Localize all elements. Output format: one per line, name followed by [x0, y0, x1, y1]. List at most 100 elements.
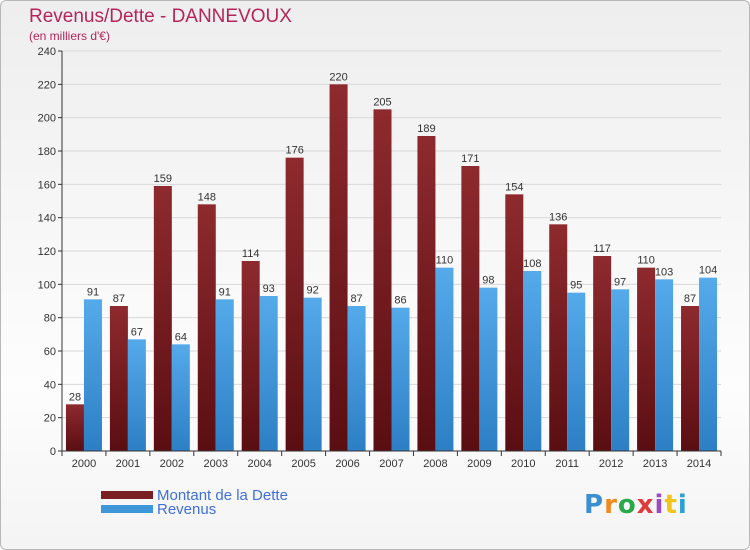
y-tick-label: 0	[50, 446, 56, 458]
data-label-dette: 220	[329, 71, 347, 83]
legend-swatch-dette	[101, 491, 153, 499]
x-tick-label: 2001	[116, 458, 140, 470]
x-tick-label: 2011	[555, 458, 579, 470]
data-label-dette: 114	[242, 248, 260, 260]
y-tick-label: 40	[44, 379, 56, 391]
chart-title: Revenus/Dette - DANNEVOUX	[29, 6, 292, 27]
bar-revenus	[215, 299, 234, 451]
bar-revenus	[259, 296, 278, 451]
bar-dette	[373, 109, 392, 451]
bar-revenus	[303, 297, 322, 451]
data-label-dette: 148	[198, 191, 216, 203]
y-tick-label: 160	[38, 179, 56, 191]
data-label-revenus: 91	[219, 286, 231, 298]
bar-dette	[285, 157, 304, 451]
chart-subtitle: (en milliers d'€)	[29, 29, 110, 43]
bar-dette	[549, 224, 568, 451]
bar-revenus	[127, 339, 146, 451]
legend-label-dette: Montant de la Dette	[157, 486, 288, 504]
data-label-revenus: 87	[350, 293, 362, 305]
bar-revenus	[523, 271, 542, 451]
data-label-revenus: 97	[614, 276, 626, 288]
x-tick-label: 2012	[599, 458, 623, 470]
data-label-revenus: 91	[87, 286, 99, 298]
bar-revenus	[699, 277, 718, 451]
x-tick-label: 2007	[379, 458, 403, 470]
y-tick-label: 140	[38, 213, 56, 225]
y-tick-label: 100	[38, 279, 56, 291]
bar-dette	[241, 261, 260, 451]
data-label-revenus: 98	[482, 275, 494, 287]
data-label-dette: 176	[285, 145, 303, 157]
x-tick-label: 2003	[204, 458, 228, 470]
bar-dette	[681, 306, 700, 451]
data-label-dette: 189	[417, 123, 435, 135]
data-label-dette: 159	[154, 173, 172, 185]
y-tick-label: 240	[38, 46, 56, 58]
bar-revenus	[567, 292, 586, 451]
y-tick-label: 200	[38, 113, 56, 125]
data-label-dette: 87	[684, 293, 696, 305]
x-tick-label: 2004	[247, 458, 271, 470]
bar-dette	[637, 267, 656, 451]
bar-dette	[65, 404, 84, 451]
x-tick-label: 2006	[335, 458, 359, 470]
x-tick-label: 2002	[160, 458, 184, 470]
data-label-dette: 136	[549, 211, 567, 223]
data-label-revenus: 110	[436, 255, 454, 267]
bar-revenus	[171, 344, 190, 451]
data-label-dette: 110	[637, 255, 655, 267]
data-labels: 28 91 87 67 159 64 148 91 114 93 176 92 220 87 205 86 18…	[69, 71, 717, 403]
data-label-revenus: 67	[131, 326, 143, 338]
bar-dette	[505, 194, 524, 452]
data-label-dette: 154	[505, 181, 523, 193]
bar-revenus	[391, 307, 410, 451]
data-label-revenus: 92	[307, 285, 319, 297]
x-tick-label: 2009	[467, 458, 491, 470]
bar-revenus	[347, 306, 366, 451]
x-tick-label: 2014	[687, 458, 711, 470]
bar-dette	[461, 166, 480, 451]
x-tick-label: 2000	[72, 458, 96, 470]
data-label-revenus: 103	[655, 266, 673, 278]
data-label-revenus: 104	[699, 265, 717, 277]
legend-label-revenus: Revenus	[157, 500, 217, 518]
legend-swatch-revenus	[101, 505, 153, 513]
data-label-dette: 205	[373, 96, 391, 108]
y-tick-label: 60	[44, 346, 56, 358]
data-label-revenus: 64	[175, 331, 187, 343]
bar-revenus	[611, 289, 630, 451]
data-label-revenus: 108	[523, 258, 541, 270]
y-tick-label: 220	[38, 79, 56, 91]
data-label-dette: 117	[593, 243, 611, 255]
bar-revenus	[83, 299, 102, 451]
proxiti-logo: Proxiti	[584, 490, 688, 520]
legend-item-revenus: Revenus	[101, 500, 217, 518]
bar-dette	[417, 136, 436, 451]
bar-dette	[153, 186, 172, 451]
y-tick-label: 180	[38, 146, 56, 158]
data-label-dette: 171	[461, 153, 479, 165]
data-label-revenus: 86	[394, 295, 406, 307]
bar-revenus	[655, 279, 674, 451]
data-label-dette: 28	[69, 391, 81, 403]
data-label-revenus: 95	[570, 280, 582, 292]
x-tick-label: 2013	[643, 458, 667, 470]
data-label-revenus: 93	[263, 283, 275, 295]
x-tick-label: 2008	[423, 458, 447, 470]
axes: 0 20 40 60 80 100 120 140 160 180 200 220 240 2000 200…	[38, 46, 722, 470]
bar-dette	[593, 256, 612, 451]
bar-revenus	[435, 267, 454, 451]
data-label-dette: 87	[113, 293, 125, 305]
bar-dette	[329, 84, 348, 451]
bars	[65, 84, 718, 452]
y-tick-label: 80	[44, 313, 56, 325]
bar-revenus	[479, 287, 498, 451]
x-tick-label: 2010	[511, 458, 535, 470]
legend-item-dette: Montant de la Dette	[101, 486, 288, 504]
y-tick-label: 20	[44, 413, 56, 425]
x-tick-label: 2005	[291, 458, 315, 470]
y-tick-label: 120	[38, 246, 56, 258]
